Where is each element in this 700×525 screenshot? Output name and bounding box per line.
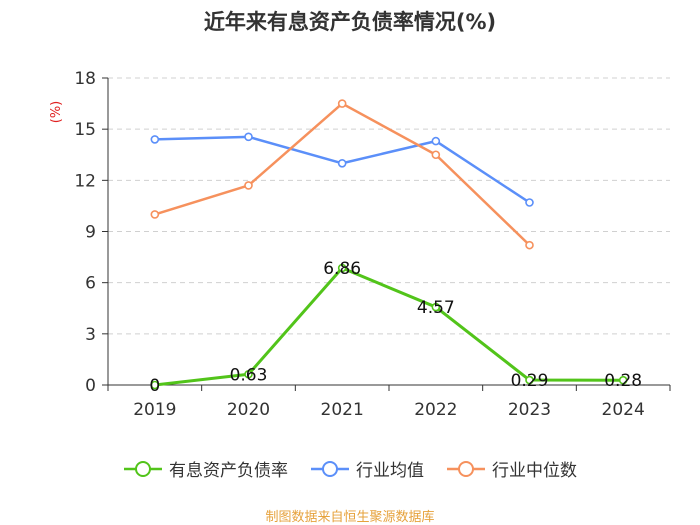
data-point[interactable]	[337, 263, 347, 273]
series	[150, 99, 628, 390]
x-tick-label: 2024	[602, 400, 645, 420]
series-line	[154, 102, 531, 247]
legend-label: 行业中位数	[492, 461, 577, 481]
axes: 0 3 6 9 12 15 18 2019 2020 2021 2022 2023 2024	[74, 69, 671, 420]
x-tick-label: 2019	[133, 400, 176, 420]
data-label: 6.86	[323, 259, 361, 279]
x-tick-label: 2020	[227, 400, 270, 420]
y-tick-label: 15	[74, 120, 96, 140]
data-point[interactable]	[244, 132, 253, 142]
data-point[interactable]	[525, 240, 534, 250]
line-chart: 0 3 6 9 12 15 18 2019 2020 2021 2022 2023 2024 (%) 0…	[49, 69, 671, 420]
y-tick-label: 18	[74, 69, 96, 89]
data-point[interactable]	[618, 375, 628, 385]
legend-label: 行业均值	[356, 461, 424, 481]
legend-marker-icon	[124, 460, 162, 477]
data-point[interactable]	[150, 380, 160, 390]
series-line	[154, 266, 624, 387]
data-point[interactable]	[431, 302, 441, 312]
data-point[interactable]	[337, 99, 347, 108]
data-label: 0.63	[230, 365, 268, 385]
data-point[interactable]	[525, 198, 534, 207]
data-point[interactable]	[431, 136, 441, 146]
data-label: 4.57	[417, 298, 455, 318]
legend-item[interactable]: 有息资产负债率	[123, 456, 288, 481]
x-tick-label: 2023	[508, 400, 551, 420]
data-label: 0.29	[511, 371, 549, 391]
data-label: 0.28	[604, 371, 642, 391]
legend: 有息资产负债率 行业均值 行业中位数	[0, 456, 700, 481]
legend-item[interactable]: 行业均值	[310, 456, 424, 481]
x-tick-label: 2021	[321, 400, 364, 420]
legend-item[interactable]: 行业中位数	[446, 456, 577, 481]
y-tick-label: 9	[85, 223, 96, 243]
data-labels: 0 0.63 6.86 4.57 0.29 0.28	[149, 259, 642, 396]
legend-marker-icon	[311, 460, 349, 477]
data-point[interactable]	[337, 158, 347, 168]
data-point[interactable]	[431, 150, 441, 160]
data-point[interactable]	[525, 375, 534, 385]
legend-marker-icon	[447, 460, 485, 477]
data-point[interactable]	[244, 369, 253, 379]
source-note: 制图数据来自恒生聚源数据库	[265, 510, 435, 525]
y-tick-label: 3	[85, 325, 96, 345]
grid-lines	[108, 77, 670, 335]
data-point[interactable]	[150, 210, 160, 219]
data-point[interactable]	[150, 135, 160, 144]
y-axis-label: (%)	[49, 101, 64, 124]
x-tick-label: 2022	[414, 400, 457, 420]
data-label: 0	[149, 376, 160, 396]
y-tick-label: 12	[74, 171, 96, 191]
y-tick-label: 6	[85, 274, 96, 294]
y-tick-label: 0	[85, 376, 96, 396]
chart-title: 近年来有息资产负债率情况(%)	[203, 10, 497, 34]
series-line	[154, 135, 531, 204]
legend-label: 有息资产负债率	[169, 461, 288, 481]
data-point[interactable]	[244, 181, 253, 190]
